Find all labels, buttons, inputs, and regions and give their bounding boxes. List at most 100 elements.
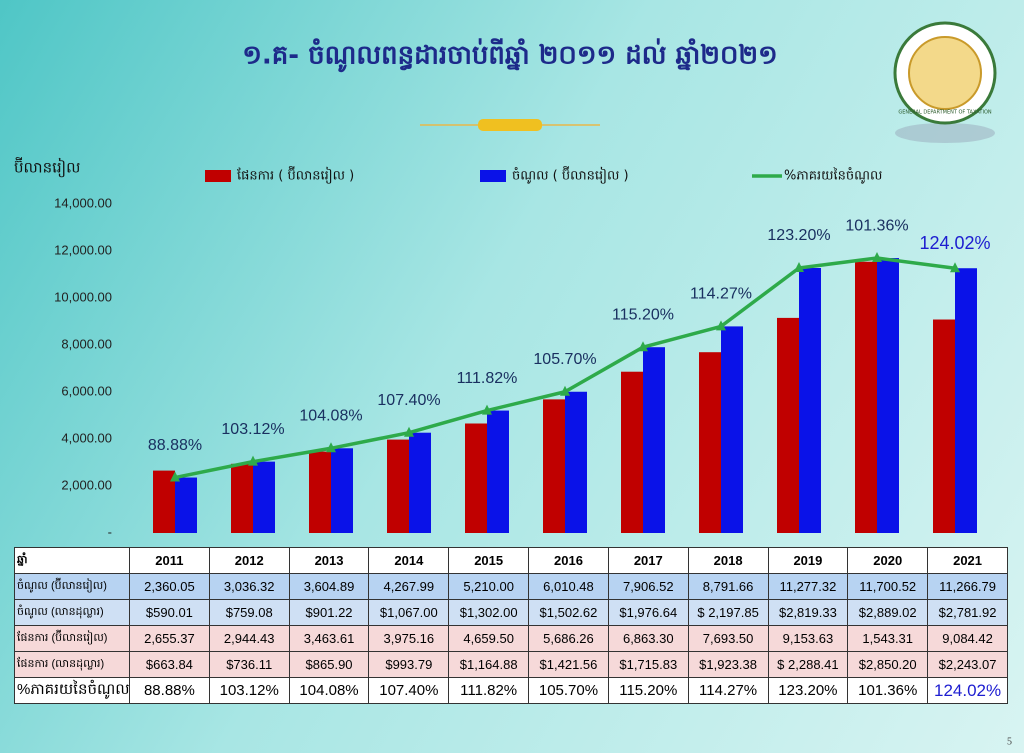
table-cell: $590.01 <box>129 599 210 626</box>
line-marker <box>794 261 804 272</box>
line-marker <box>170 471 180 482</box>
bar <box>877 258 899 533</box>
table-cell: 9,153.63 <box>767 625 849 652</box>
logo-shadow <box>895 123 995 143</box>
table-row: ផែនការ (លានដុល្លារ) $663.84 $736.11 $865.90… <box>14 651 1008 678</box>
table-cell: 2,655.37 <box>129 625 210 652</box>
bar <box>643 347 665 533</box>
table-cell: 2,360.05 <box>129 573 210 600</box>
table-cell: 11,266.79 <box>927 573 1008 600</box>
table-cell: 1,543.31 <box>847 625 929 652</box>
bar <box>387 439 409 533</box>
y-tick-label: - <box>108 524 112 539</box>
table-cell: $1,976.64 <box>607 599 689 626</box>
table-cell: 107.40% <box>368 677 450 704</box>
table-cell: 11,700.52 <box>847 573 929 600</box>
table-cell: 2,944.43 <box>208 625 290 652</box>
table-cell: %ភាគរយនៃចំណូល <box>14 677 130 704</box>
percent-label: 104.08% <box>299 408 362 425</box>
percent-label: 101.36% <box>845 217 908 234</box>
table-cell: $663.84 <box>129 651 210 678</box>
table-cell: $1,421.56 <box>528 651 609 678</box>
table-cell: 4,659.50 <box>448 625 530 652</box>
table-cell: $736.11 <box>208 651 290 678</box>
table-cell: $2,781.92 <box>927 599 1008 626</box>
legend-swatch <box>205 170 231 182</box>
table-cell: 2011 <box>129 547 210 574</box>
bar <box>777 317 799 533</box>
percent-label: 107.40% <box>377 392 440 409</box>
table-cell: $1,164.88 <box>448 651 530 678</box>
percent-label: 115.20% <box>612 306 674 323</box>
table-cell: ចំណូល (លានដុល្លារ) <box>14 599 130 626</box>
table-cell: $2,889.02 <box>847 599 929 626</box>
y-tick-label: 8,000.00 <box>61 336 112 351</box>
table-cell: 115.20% <box>607 677 689 704</box>
table-cell: $2,850.20 <box>847 651 929 678</box>
table-cell: $1,923.38 <box>687 651 769 678</box>
bar <box>409 432 431 533</box>
table-cell: 2015 <box>448 547 530 574</box>
percent-label: 105.70% <box>533 351 596 368</box>
table-cell: $ 2,197.85 <box>687 599 769 626</box>
table-cell: 3,975.16 <box>368 625 450 652</box>
percent-label: 124.02% <box>919 233 990 253</box>
y-tick-label: 4,000.00 <box>61 430 112 445</box>
table-cell: $1,715.83 <box>607 651 689 678</box>
legend-swatch <box>480 170 506 182</box>
percent-label: 111.82% <box>457 370 518 387</box>
table-cell: $1,067.00 <box>368 599 450 626</box>
logo-emblem <box>908 36 982 110</box>
table-row: ឆ្នាំ 2011 2012 2013 2014 2015 2016 2017 2018 201… <box>14 547 1008 574</box>
bar <box>175 477 197 533</box>
bar <box>331 448 353 533</box>
table-cell: $1,502.62 <box>528 599 609 626</box>
line-marker <box>482 404 492 415</box>
bar <box>487 410 509 533</box>
bar <box>855 261 877 533</box>
bar <box>721 326 743 533</box>
y-tick-label: 10,000.00 <box>54 289 112 304</box>
table-cell: 2019 <box>767 547 849 574</box>
table-cell: 5,210.00 <box>448 573 530 600</box>
data-table: ឆ្នាំ 2011 2012 2013 2014 2015 2016 2017 2018 201… <box>14 547 1008 704</box>
bar <box>465 423 487 533</box>
bar <box>309 451 331 533</box>
percent-label: 88.88% <box>148 437 202 454</box>
table-cell: 8,791.66 <box>687 573 769 600</box>
percent-label: 123.20% <box>767 227 830 244</box>
table-cell: 105.70% <box>528 677 609 704</box>
legend-label: %ភាគរយនៃចំណូល <box>784 167 882 185</box>
bar <box>231 463 253 533</box>
table-cell: 124.02% <box>927 677 1008 704</box>
bar <box>565 391 587 533</box>
bar <box>955 268 977 533</box>
table-cell: 114.27% <box>687 677 769 704</box>
line-marker <box>560 385 570 396</box>
percent-label: 103.12% <box>221 421 284 438</box>
y-tick-label: 2,000.00 <box>61 477 112 492</box>
table-cell: ចំណូល (ប៊ីលានរៀល) <box>14 573 130 600</box>
table-cell: 2016 <box>528 547 609 574</box>
logo-text: GENERAL DEPARTMENT OF TAXATION <box>898 110 992 116</box>
table-row: %ភាគរយនៃចំណូល 88.88% 103.12% 104.08% 107.40%… <box>14 677 1008 704</box>
table-cell: ផែនការ (ប៊ីលានរៀល) <box>14 625 130 652</box>
table-cell: $759.08 <box>208 599 290 626</box>
table-cell: 7,693.50 <box>687 625 769 652</box>
table-cell: 2014 <box>368 547 450 574</box>
table-cell: $2,243.07 <box>927 651 1008 678</box>
table-cell: 5,686.26 <box>528 625 609 652</box>
bar <box>933 319 955 533</box>
ornament <box>478 119 542 131</box>
bar <box>699 352 721 533</box>
table-cell: 9,084.42 <box>927 625 1008 652</box>
table-cell: $1,302.00 <box>448 599 530 626</box>
table-cell: 103.12% <box>208 677 290 704</box>
line-marker <box>872 252 882 263</box>
table-cell: 2013 <box>288 547 370 574</box>
bar <box>799 267 821 533</box>
table-cell: 3,463.61 <box>288 625 370 652</box>
table-cell: 2012 <box>208 547 290 574</box>
line-marker <box>326 442 336 453</box>
